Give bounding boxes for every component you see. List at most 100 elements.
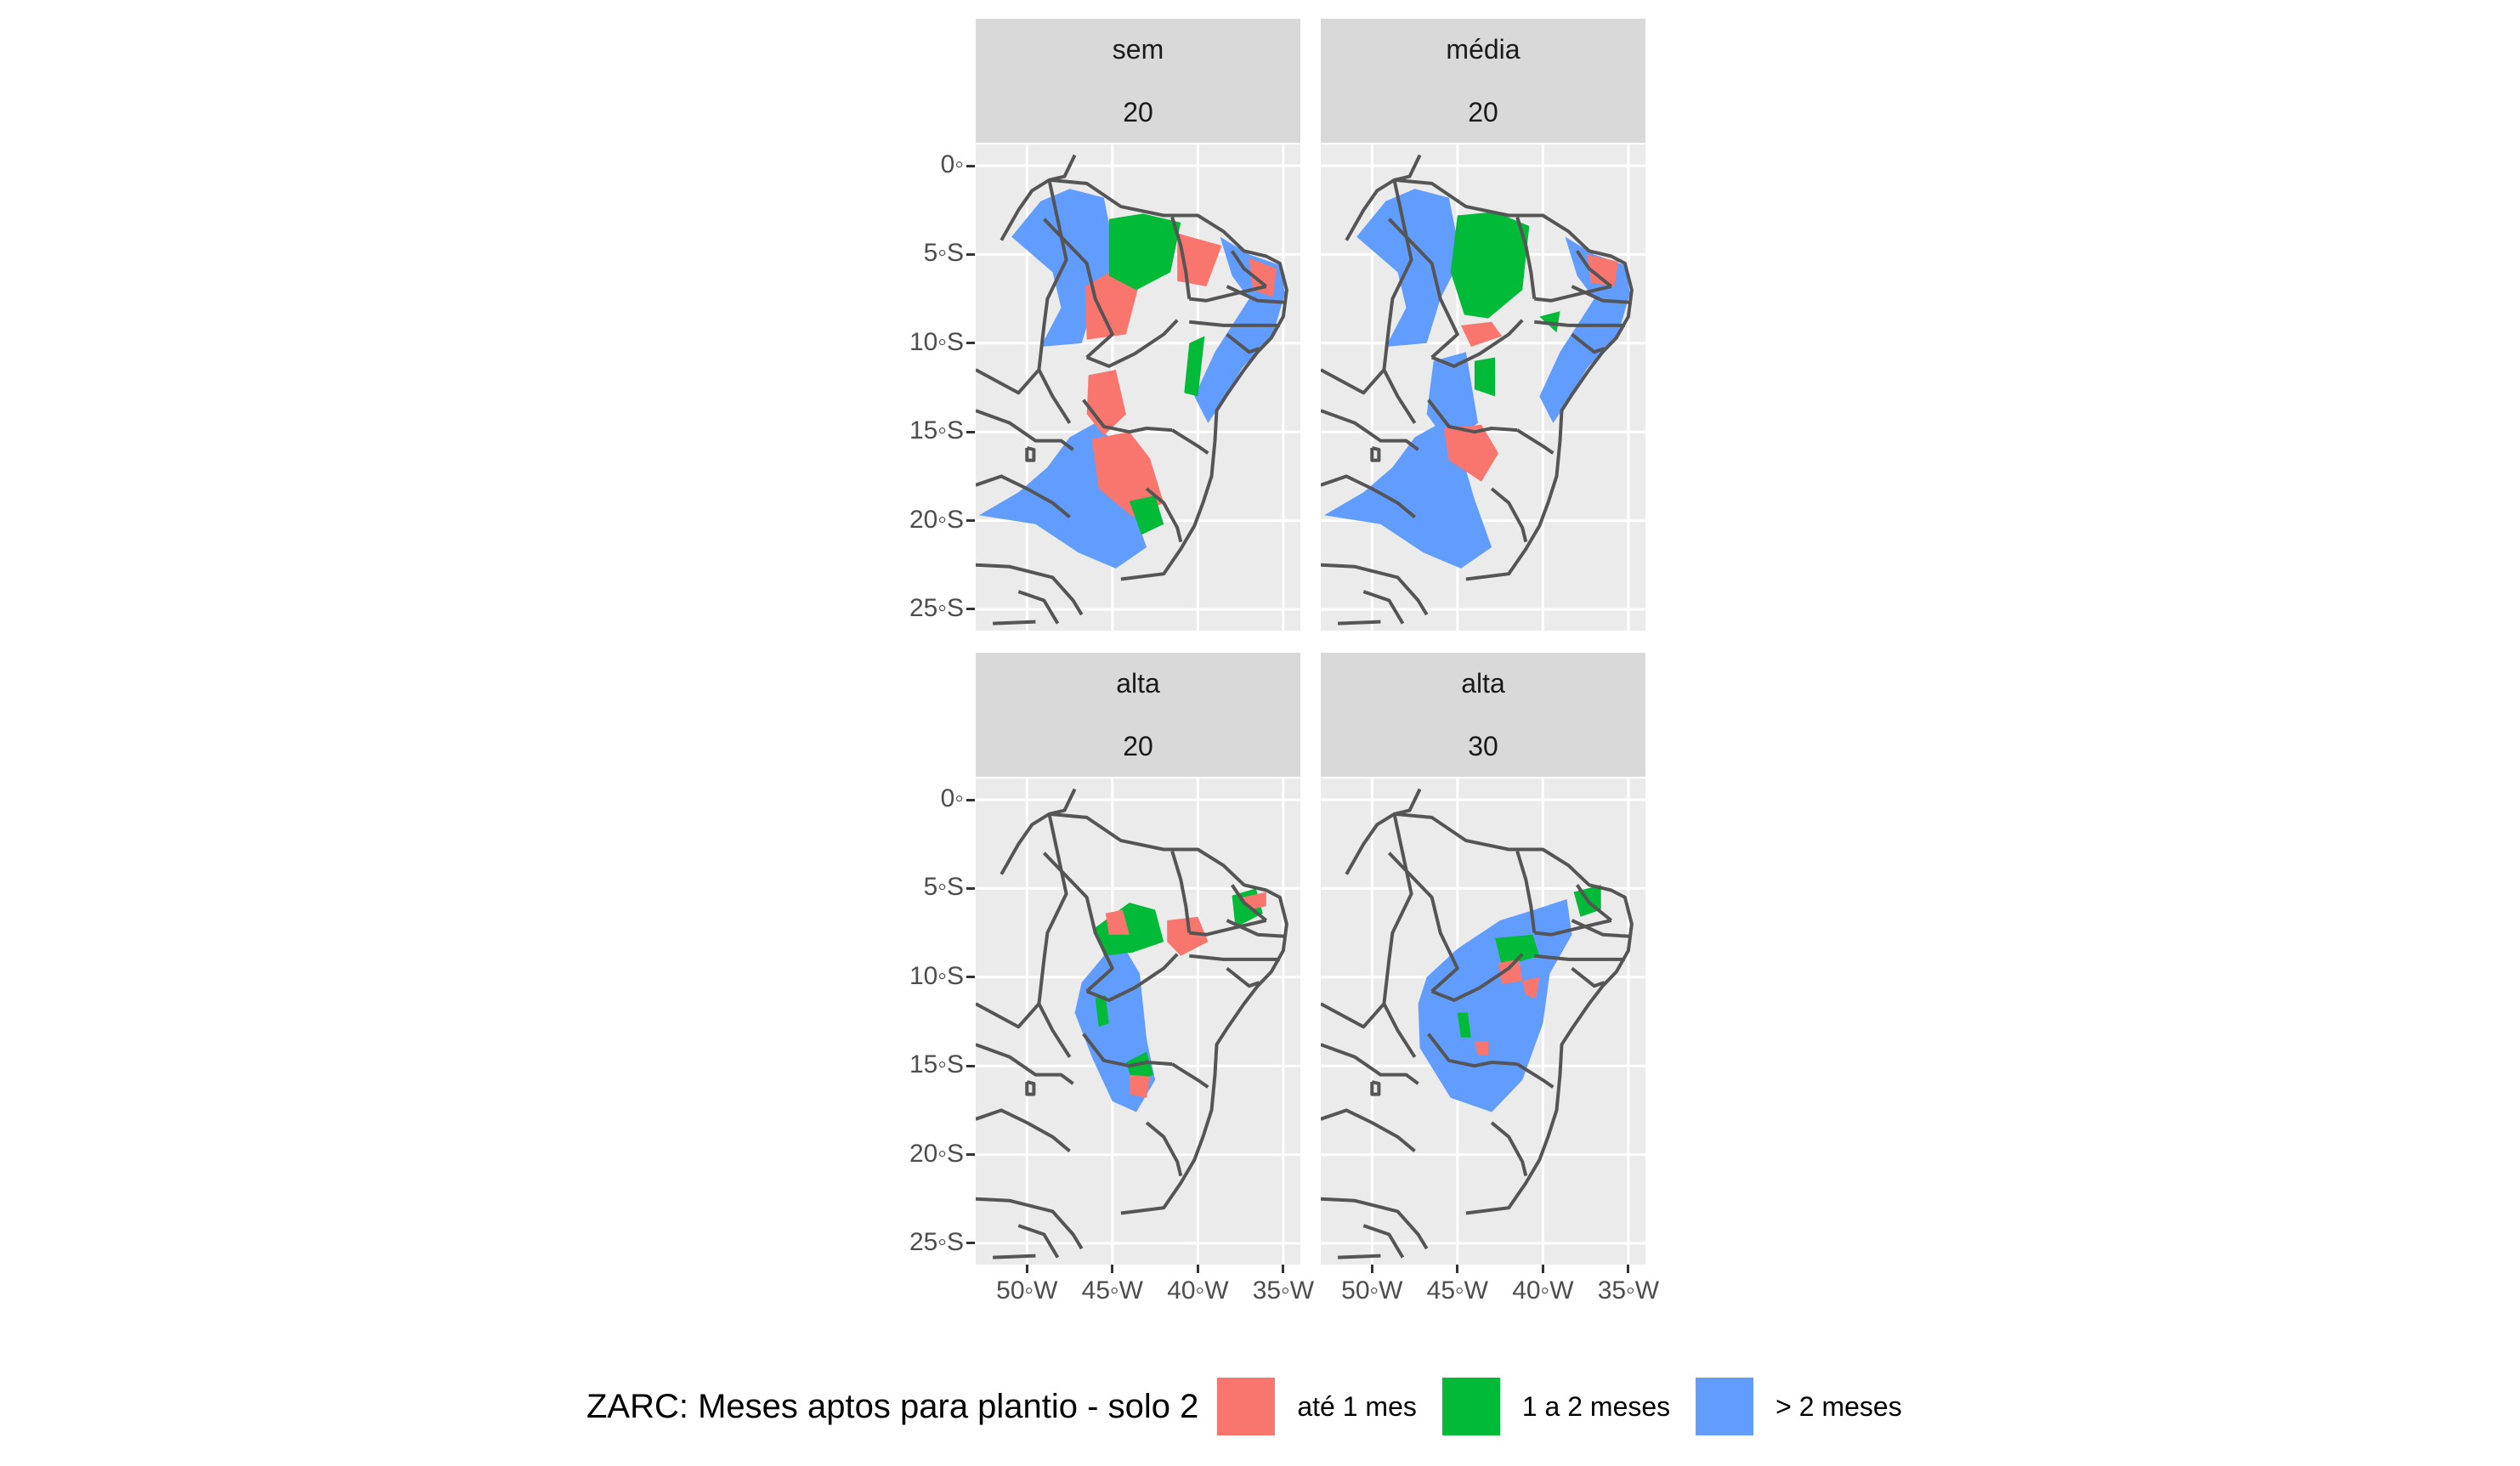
state-border <box>1571 966 1605 988</box>
state-border <box>1338 620 1381 625</box>
state-border <box>1145 1121 1183 1177</box>
facet-label-bottom: 20 <box>1468 96 1498 127</box>
map-panel-1 <box>976 144 1300 631</box>
x-tick-label: 35◦W <box>1252 1276 1315 1305</box>
x-tick-mark <box>1456 1265 1459 1273</box>
x-tick-mark <box>1111 1265 1114 1273</box>
state-border <box>1189 285 1267 303</box>
x-tick-mark <box>1627 1265 1630 1273</box>
y-tick-label: 5◦S <box>923 873 964 902</box>
region-1-a-2-meses <box>1129 495 1164 535</box>
facet-label-top: alta <box>1461 667 1505 699</box>
state-border <box>1170 851 1192 933</box>
state-border <box>1571 285 1631 304</box>
state-border <box>1082 399 1173 434</box>
state-border <box>1516 1062 1554 1089</box>
map-canvas <box>976 778 1300 1265</box>
y-tick-mark <box>966 164 975 167</box>
y-tick-label: 15◦S <box>909 1050 964 1079</box>
y-tick-mark <box>966 342 975 345</box>
x-tick-label: 35◦W <box>1597 1276 1660 1305</box>
state-border <box>1387 852 1459 993</box>
state-border <box>1321 1002 1385 1029</box>
state-border <box>1534 285 1612 303</box>
facet-label-bottom: 20 <box>1123 96 1153 127</box>
x-tick-mark <box>1282 1265 1285 1273</box>
state-border <box>1571 919 1631 938</box>
region-ate-1-mes <box>1460 321 1503 347</box>
y-tick-mark <box>966 252 975 256</box>
state-border <box>1382 179 1417 424</box>
region-ate-1-mes <box>1105 909 1130 935</box>
state-border <box>1575 884 1613 922</box>
x-tick-label: 45◦W <box>1426 1276 1488 1305</box>
region-1-a-2-meses <box>1108 213 1181 291</box>
y-tick-mark <box>966 1064 975 1067</box>
y-tick-label: 25◦S <box>909 1227 964 1256</box>
state-border <box>1226 332 1260 354</box>
state-border <box>1515 217 1537 299</box>
y-tick-label: 20◦S <box>909 1139 964 1168</box>
state-border <box>993 620 1036 625</box>
state-border <box>1042 852 1114 993</box>
x-tick-mark <box>1025 1265 1028 1273</box>
state-border <box>1321 563 1429 616</box>
state-border <box>1189 320 1280 327</box>
state-border <box>976 474 1071 518</box>
x-tick-label: 40◦W <box>1512 1276 1574 1305</box>
state-border <box>1170 217 1192 299</box>
state-border <box>976 1043 1074 1085</box>
region-ate-1-mes <box>1498 959 1523 985</box>
y-tick-label: 20◦S <box>909 505 964 534</box>
x-tick-label: 40◦W <box>1167 1276 1229 1305</box>
state-border <box>976 1002 1040 1029</box>
coastline <box>1049 812 1288 1215</box>
x-tick-label: 50◦W <box>1341 1276 1403 1305</box>
state-border <box>1534 919 1612 937</box>
legend-key-mais-2-meses <box>1696 1378 1754 1435</box>
y-tick-label: 15◦S <box>909 416 964 445</box>
x-tick-label: 50◦W <box>996 1276 1058 1305</box>
region-ate-1-mes <box>1167 916 1209 956</box>
state-border <box>1490 1121 1528 1177</box>
x-tick-label: 45◦W <box>1081 1276 1143 1305</box>
state-border <box>1037 179 1072 424</box>
state-border <box>1490 487 1528 543</box>
map-canvas <box>976 144 1300 631</box>
state-border <box>1575 250 1613 288</box>
legend-key-ate-1-mes <box>1217 1378 1276 1435</box>
map-panel-3 <box>976 778 1300 1265</box>
legend-key-1-a-2-meses <box>1441 1378 1500 1435</box>
region-1-a-2-meses <box>1450 212 1530 319</box>
state-border <box>1171 428 1209 455</box>
state-border <box>1000 788 1077 875</box>
region-1-a-2-meses <box>1495 934 1540 967</box>
map-panel-4 <box>1321 778 1645 1265</box>
facet-strip-1: sem 20 <box>976 19 1300 143</box>
x-tick-mark <box>1196 1265 1199 1273</box>
y-tick-label: 25◦S <box>909 593 964 622</box>
y-tick-mark <box>966 1242 975 1245</box>
state-border <box>1345 154 1422 241</box>
y-tick-mark <box>966 1153 975 1157</box>
state-border <box>1042 218 1114 359</box>
region-1-a-2-meses <box>1457 1012 1471 1038</box>
state-border <box>976 409 1074 451</box>
state-border <box>1321 368 1385 395</box>
state-border <box>1387 218 1459 359</box>
map-canvas <box>1321 144 1645 631</box>
region-ate-1-mes <box>1091 432 1164 518</box>
state-border <box>1345 788 1422 875</box>
state-border <box>1321 474 1416 518</box>
facet-label-top: alta <box>1116 667 1160 699</box>
facet-strip-3: alta 20 <box>976 653 1300 777</box>
state-border <box>1382 813 1417 1058</box>
state-border <box>1362 1224 1405 1259</box>
state-border <box>1189 954 1280 961</box>
state-border <box>1338 1254 1381 1259</box>
state-border <box>1085 319 1179 368</box>
region-ate-1-mes <box>1474 1041 1488 1056</box>
facet-label-bottom: 20 <box>1123 730 1153 761</box>
state-border <box>1430 319 1524 368</box>
